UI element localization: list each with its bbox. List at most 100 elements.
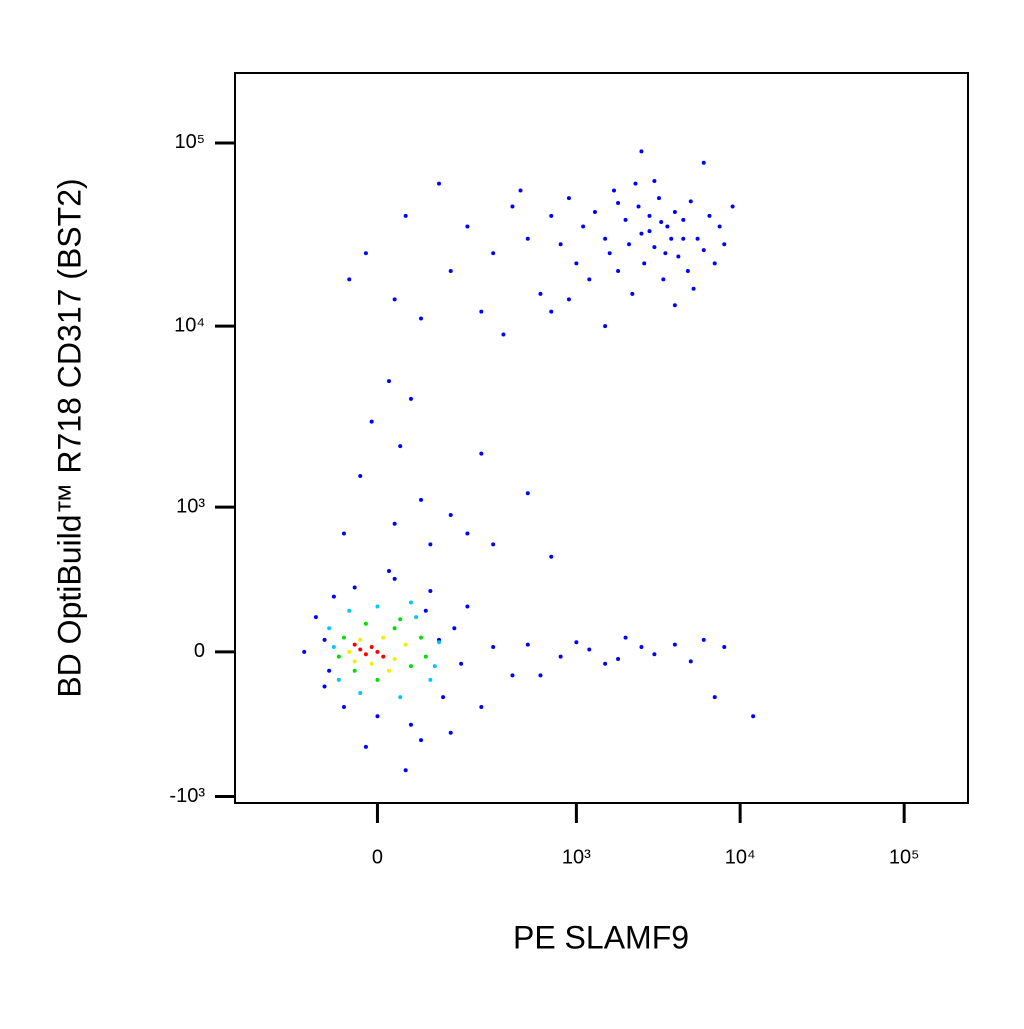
event-dot: [510, 204, 515, 209]
event-dot: [347, 649, 352, 654]
event-dot: [566, 297, 571, 302]
event-dot: [465, 531, 470, 536]
event-dot: [375, 604, 380, 609]
event-dot: [636, 204, 641, 209]
event-dot: [730, 204, 735, 209]
event-dot: [681, 236, 686, 241]
y-tick-label: -10³: [169, 785, 205, 807]
event-dot: [623, 217, 628, 222]
event-dot: [448, 730, 453, 735]
event-dot: [414, 615, 419, 620]
event-dot: [642, 261, 647, 266]
event-dot: [408, 664, 413, 669]
event-dot: [647, 213, 652, 218]
event-dot: [392, 576, 397, 581]
event-dot: [341, 635, 346, 640]
event-dot: [432, 664, 437, 669]
event-dot: [398, 444, 403, 449]
event-dot: [363, 652, 368, 657]
event-dot: [358, 474, 363, 479]
event-dot: [341, 705, 346, 710]
x-tick-label: 0: [372, 846, 383, 868]
event-dot: [302, 649, 307, 654]
event-dot: [336, 677, 341, 682]
event-dot: [603, 661, 608, 666]
event-dot: [459, 661, 464, 666]
event-dot: [331, 645, 336, 650]
event-dot: [327, 626, 332, 631]
x-axis-title: PE SLAMF9: [513, 919, 689, 955]
event-dot: [381, 654, 386, 659]
event-dot: [358, 647, 363, 652]
event-dot: [603, 324, 608, 329]
event-dot: [612, 188, 617, 193]
event-dot: [587, 647, 592, 652]
event-dot: [347, 608, 352, 613]
event-dot: [341, 531, 346, 536]
event-dot: [656, 196, 661, 201]
event-dot: [408, 722, 413, 727]
event-dot: [336, 654, 341, 659]
event-dot: [712, 261, 717, 266]
event-dot: [423, 608, 428, 613]
event-dot: [652, 245, 657, 250]
event-dot: [392, 626, 397, 631]
event-dot: [712, 695, 717, 700]
event-dot: [313, 615, 318, 620]
event-dot: [633, 181, 638, 186]
event-dot: [661, 277, 666, 282]
event-dot: [652, 178, 657, 183]
event-dot: [623, 635, 628, 640]
event-dot: [574, 640, 579, 645]
event-dot: [639, 645, 644, 650]
event-dot: [358, 637, 363, 642]
event-dot: [672, 642, 677, 647]
event-dot: [408, 600, 413, 605]
event-dot: [423, 654, 428, 659]
event-dot: [358, 690, 363, 695]
event-dot: [592, 209, 597, 214]
event-dot: [652, 652, 657, 657]
x-tick-label: 10³: [562, 846, 591, 868]
event-dot: [352, 642, 357, 647]
x-tick-label: 10⁴: [725, 846, 756, 868]
event-dot: [392, 656, 397, 661]
event-dot: [369, 419, 374, 424]
event-dot: [665, 224, 670, 229]
event-dot: [479, 451, 484, 456]
event-dot: [558, 242, 563, 247]
event-dot: [437, 640, 442, 645]
event-dot: [428, 542, 433, 547]
event-dot: [363, 621, 368, 626]
event-dot: [479, 705, 484, 710]
y-tick-label: 0: [194, 640, 205, 662]
event-dot: [392, 521, 397, 526]
event-dot: [587, 277, 592, 282]
event-dot: [630, 291, 635, 296]
event-dot: [722, 645, 727, 650]
event-dot: [327, 668, 332, 673]
event-dot: [369, 645, 374, 650]
event-dot: [408, 396, 413, 401]
event-dot: [375, 714, 380, 719]
event-dot: [672, 303, 677, 308]
event-dot: [685, 268, 690, 273]
event-dot: [375, 677, 380, 682]
event-dot: [375, 649, 380, 654]
event-dot: [386, 568, 391, 573]
event-dot: [549, 309, 554, 314]
event-dot: [465, 604, 470, 609]
event-dot: [322, 637, 327, 642]
y-tick-label: 10⁵: [174, 131, 205, 153]
event-dot: [369, 661, 374, 666]
event-dot: [479, 309, 484, 314]
x-tick-label: 10⁵: [889, 846, 920, 868]
event-dot: [581, 224, 586, 229]
event-dot: [607, 251, 612, 256]
event-dot: [465, 224, 470, 229]
event-dot: [403, 768, 408, 773]
event-dot: [428, 589, 433, 594]
event-dot: [419, 497, 424, 502]
event-dot: [688, 659, 693, 664]
event-dot: [525, 236, 530, 241]
